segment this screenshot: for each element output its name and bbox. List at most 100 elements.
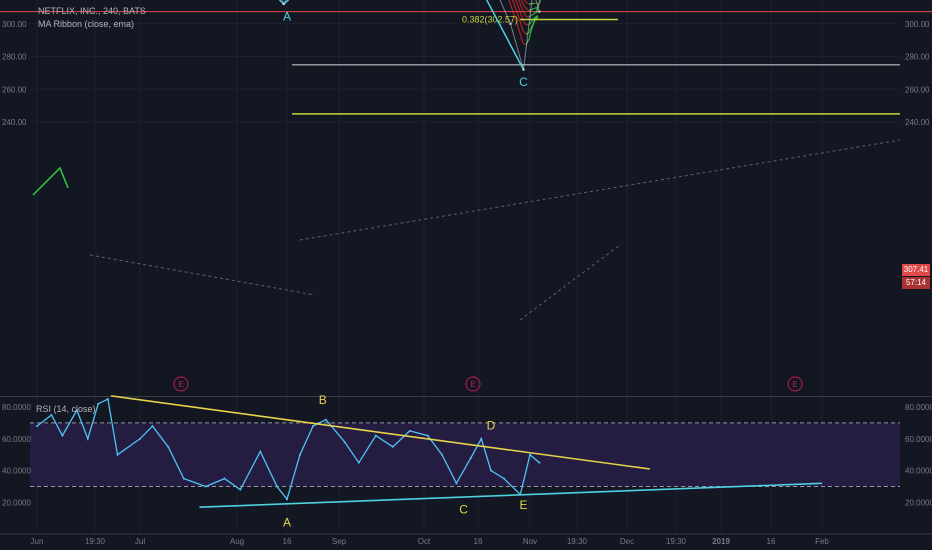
x-tick-label: Jun [31, 537, 44, 546]
x-tick-label: Jul [135, 537, 145, 546]
x-tick-label: 19:30 [666, 537, 687, 546]
rsi-tick-label-right: 60.0000 [905, 435, 932, 444]
rsi-tick-label-right: 40.0000 [905, 467, 932, 476]
rsi-title: RSI (14, close) [36, 404, 96, 414]
indicator-title: MA Ribbon (close, ema) [38, 19, 135, 29]
rsi-band [30, 422, 900, 487]
rsi-point [529, 453, 531, 456]
y-tick-label-left: 240.00 [2, 118, 27, 127]
rsi-point [408, 429, 411, 432]
rsi-point [286, 498, 288, 501]
rsi-wave-label: D [487, 418, 496, 432]
rsi-point [116, 453, 119, 456]
rsi-point [204, 485, 207, 488]
rsi-tick-label-right: 80.0000 [905, 403, 932, 412]
rsi-point [490, 469, 492, 472]
chart-title: NETFLIX, INC., 240, BATS [38, 6, 146, 16]
rsi-point [299, 453, 301, 456]
price-point [282, 2, 285, 6]
level-label: 0.382(302.57) [462, 15, 518, 25]
rsi-point [426, 434, 429, 437]
rsi-point [469, 456, 472, 459]
rsi-point [50, 413, 53, 416]
rsi-point [167, 445, 170, 448]
rsi-point [343, 440, 346, 443]
rsi-trendline-cyan [199, 482, 823, 508]
rsi-panel [30, 395, 900, 508]
event-marker [787, 376, 803, 392]
price-point [522, 68, 525, 71]
event-marker-label: E [470, 380, 475, 389]
rsi-point [75, 409, 78, 412]
x-tick-label: Dec [620, 537, 634, 546]
event-marker-label: E [792, 380, 797, 389]
y-tick-label-right: 240.00 [905, 118, 930, 127]
rsi-point [61, 434, 64, 437]
rsi-point [357, 461, 360, 464]
dashed-channel [519, 244, 621, 321]
x-tick-label: Aug [230, 537, 244, 546]
wave-lines-impulse [32, 166, 69, 196]
rsi-point [36, 425, 38, 428]
rsi-point [97, 402, 100, 405]
rsi-tick-label-left: 60.0000 [2, 435, 31, 444]
x-tick-label: 16 [283, 537, 292, 546]
rsi-point [480, 437, 483, 440]
rsi-tick-label-left: 80.0000 [2, 403, 31, 412]
y-tick-label-left: 300.00 [2, 20, 27, 29]
rsi-line [36, 398, 540, 501]
rsi-trendline-yellow [110, 395, 650, 470]
rsi-point [455, 482, 458, 485]
rsi-point [239, 488, 242, 491]
x-tick-label: 19:30 [85, 537, 106, 546]
rsi-wave-label: B [319, 393, 327, 407]
dashed-channel [299, 139, 901, 241]
rsi-point [106, 398, 109, 401]
rsi-tick-label-right: 20.0000 [905, 498, 932, 507]
x-tick-label: 16 [474, 537, 483, 546]
rsi-point [259, 450, 262, 453]
y-tick-label-right: 300.00 [905, 20, 930, 29]
x-tick-label: Feb [815, 537, 829, 546]
annotation-labels: VIIIIVABCBDACEEEE [173, 9, 803, 529]
x-tick-label: Sep [332, 537, 347, 546]
y-tick-label-right: 260.00 [905, 85, 930, 94]
event-marker [465, 376, 481, 392]
event-marker [173, 376, 189, 392]
rsi-tick-label-left: 40.0000 [2, 467, 31, 476]
rsi-point [139, 437, 141, 440]
x-tick-label: 19:30 [567, 537, 588, 546]
rsi-point [391, 445, 394, 448]
rsi-point [86, 437, 89, 440]
x-tick-label: Nov [523, 537, 537, 546]
rsi-point [276, 485, 278, 488]
rsi-point [223, 477, 226, 480]
dashed-channel [89, 254, 316, 296]
y-tick-label-right: 280.00 [905, 53, 930, 62]
rsi-point [325, 418, 327, 421]
rsi-point [538, 461, 541, 464]
rsi-wave-label: C [459, 503, 468, 517]
rsi-point [151, 425, 154, 428]
rsi-point [182, 477, 185, 480]
event-marker-label: E [178, 380, 183, 389]
rsi-point [503, 477, 505, 480]
rsi-tick-label-left: 20.0000 [2, 498, 31, 507]
price-overlays: 2(422.80)1(387.73)0.382(302.57) [0, 0, 932, 321]
price-badge: 307.41 [902, 264, 930, 276]
y-tick-label-left: 280.00 [2, 53, 27, 62]
x-tick-label: 16 [767, 537, 776, 546]
price-point [538, 10, 541, 13]
price-point [509, 22, 512, 25]
rsi-point [441, 453, 443, 456]
y-tick-label-left: 260.00 [2, 85, 27, 94]
wave-label: A [283, 9, 291, 23]
rsi-wave-label: E [519, 498, 527, 512]
countdown-badge: 57:14 [902, 277, 930, 289]
rsi-point [374, 434, 377, 437]
x-tick-label: 2019 [712, 537, 730, 546]
rsi-wave-label: A [283, 515, 291, 529]
price-series [32, 0, 541, 196]
